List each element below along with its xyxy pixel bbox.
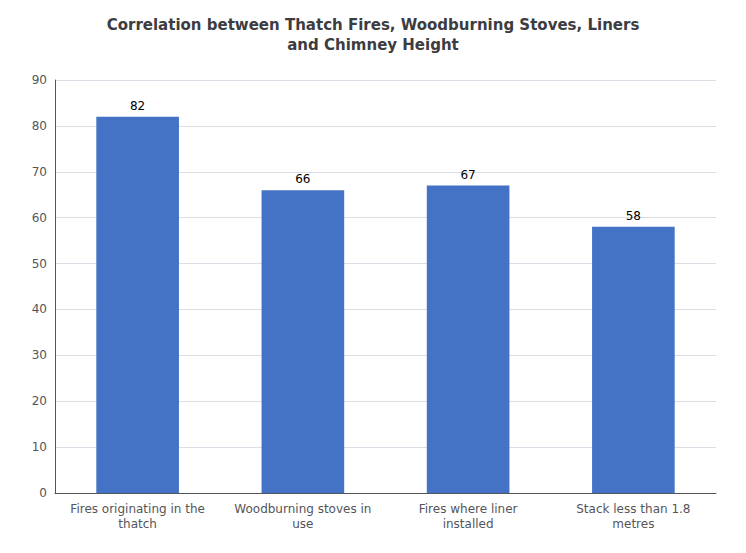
- svg-text:70: 70: [32, 165, 47, 179]
- svg-text:metres: metres: [612, 517, 654, 531]
- svg-text:82: 82: [130, 99, 145, 113]
- svg-text:20: 20: [32, 394, 47, 408]
- svg-text:30: 30: [32, 348, 47, 362]
- svg-text:Fires where liner: Fires where liner: [419, 502, 518, 516]
- svg-text:Fires originating in the: Fires originating in the: [70, 502, 205, 516]
- svg-text:and Chimney Height: and Chimney Height: [287, 36, 459, 54]
- svg-text:58: 58: [626, 209, 641, 223]
- svg-text:40: 40: [32, 302, 47, 316]
- svg-text:thatch: thatch: [118, 517, 157, 531]
- svg-text:67: 67: [460, 168, 475, 182]
- svg-text:installed: installed: [443, 517, 494, 531]
- svg-text:Correlation between Thatch Fir: Correlation between Thatch Fires, Woodbu…: [107, 16, 640, 34]
- svg-text:0: 0: [39, 486, 47, 500]
- svg-text:60: 60: [32, 211, 47, 225]
- svg-text:use: use: [292, 517, 313, 531]
- svg-text:50: 50: [32, 257, 47, 271]
- svg-text:80: 80: [32, 119, 47, 133]
- svg-text:Stack less than 1.8: Stack less than 1.8: [576, 502, 690, 516]
- svg-text:66: 66: [295, 172, 310, 186]
- svg-text:Woodburning stoves in: Woodburning stoves in: [234, 502, 371, 516]
- svg-text:10: 10: [32, 440, 47, 454]
- svg-text:90: 90: [32, 73, 47, 87]
